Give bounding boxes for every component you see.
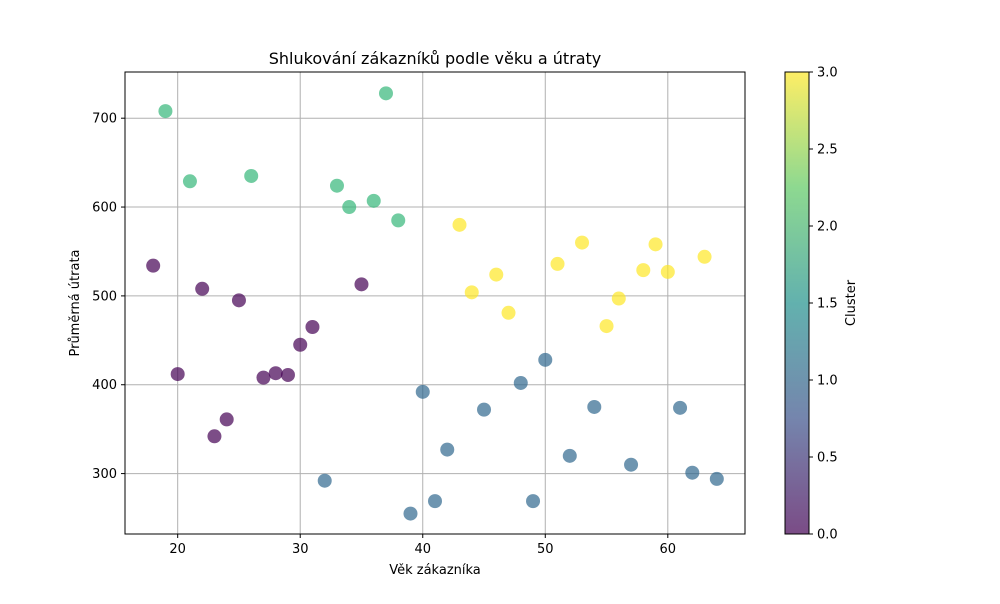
- data-point-cluster-3: [697, 249, 712, 264]
- data-point-cluster-0: [170, 367, 185, 382]
- y-tick-label: 600: [92, 201, 117, 216]
- data-point-cluster-1: [440, 442, 455, 457]
- data-point-cluster-1: [587, 399, 602, 414]
- y-tick-label: 700: [92, 112, 117, 127]
- data-point-cluster-0: [195, 281, 210, 296]
- colorbar-tick-label: 2.5: [817, 143, 838, 158]
- data-point-cluster-0: [231, 293, 246, 308]
- data-point-cluster-2: [391, 213, 406, 228]
- data-point-cluster-0: [305, 319, 320, 334]
- data-point-cluster-2: [378, 86, 393, 101]
- data-point-cluster-1: [562, 448, 577, 463]
- chart-title: Shlukování zákazníků podle věku a útraty: [269, 49, 602, 68]
- x-tick-label: 60: [660, 542, 677, 557]
- data-point-cluster-3: [575, 235, 590, 250]
- data-point-cluster-1: [513, 375, 528, 390]
- data-point-cluster-2: [342, 200, 357, 215]
- data-point-cluster-2: [366, 193, 381, 208]
- x-tick-label: 50: [537, 542, 554, 557]
- x-tick-label: 30: [292, 542, 309, 557]
- data-point-cluster-1: [685, 465, 700, 480]
- data-point-cluster-3: [452, 217, 467, 232]
- data-point-cluster-0: [280, 367, 295, 382]
- data-point-cluster-1: [403, 506, 418, 521]
- y-tick-label: 400: [92, 378, 117, 393]
- y-axis-label: Průměrná útrata: [68, 249, 83, 356]
- data-point-cluster-0: [207, 429, 222, 444]
- data-point-cluster-1: [673, 400, 688, 415]
- data-point-cluster-3: [550, 256, 565, 271]
- colorbar-tick-label: 1.0: [817, 374, 838, 389]
- colorbar-label: Cluster: [844, 279, 859, 326]
- data-point-cluster-1: [415, 384, 430, 399]
- data-points: [146, 86, 724, 521]
- data-point-cluster-2: [329, 178, 344, 193]
- x-tick-label: 40: [414, 542, 431, 557]
- data-point-cluster-1: [538, 352, 553, 367]
- colorbar-tick-label: 0.0: [817, 528, 838, 543]
- data-point-cluster-3: [489, 267, 504, 282]
- data-point-cluster-0: [354, 277, 369, 292]
- data-point-cluster-1: [317, 473, 332, 488]
- data-point-cluster-3: [636, 263, 651, 278]
- data-point-cluster-2: [182, 174, 197, 189]
- data-point-cluster-3: [599, 319, 614, 334]
- y-tick-label: 300: [92, 467, 117, 482]
- data-point-cluster-3: [611, 291, 626, 306]
- data-point-cluster-0: [146, 258, 161, 273]
- data-point-cluster-2: [244, 168, 259, 183]
- data-point-cluster-0: [268, 366, 283, 381]
- y-tick-label: 500: [92, 289, 117, 304]
- colorbar-tick-label: 2.0: [817, 220, 838, 235]
- data-point-cluster-0: [219, 412, 234, 427]
- data-point-cluster-1: [526, 494, 541, 509]
- data-point-cluster-3: [501, 305, 516, 320]
- colorbar-tick-label: 3.0: [817, 66, 838, 81]
- data-point-cluster-1: [428, 494, 442, 509]
- colorbar-tick-label: 1.5: [817, 297, 838, 312]
- data-point-cluster-1: [709, 471, 724, 486]
- data-point-cluster-0: [293, 337, 308, 352]
- data-point-cluster-1: [477, 402, 492, 417]
- data-point-cluster-1: [624, 457, 639, 472]
- y-axis-ticks: 300 400 500 600 700: [92, 112, 125, 482]
- x-axis-label: Věk zákazníka: [389, 563, 481, 578]
- data-point-cluster-2: [158, 104, 173, 119]
- data-point-cluster-3: [648, 237, 663, 252]
- data-point-cluster-3: [660, 264, 675, 279]
- colorbar-ticks: 0.0 0.5 1.0 1.5 2.0 2.5 3.0: [809, 66, 838, 543]
- colorbar: [784, 71, 810, 535]
- x-tick-label: 20: [169, 542, 186, 557]
- data-point-cluster-0: [256, 370, 271, 385]
- plot-frame: [124, 71, 746, 535]
- data-point-cluster-3: [464, 285, 479, 300]
- x-axis-ticks: 20 30 40 50 60: [169, 534, 676, 557]
- grid-lines: [125, 72, 745, 534]
- colorbar-tick-label: 0.5: [817, 451, 838, 466]
